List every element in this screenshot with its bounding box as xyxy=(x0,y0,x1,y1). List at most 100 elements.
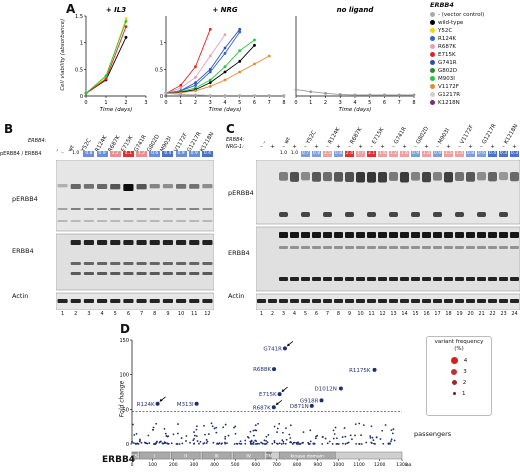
passenger-point xyxy=(362,424,365,427)
x-tick-label: 600 xyxy=(252,462,261,468)
blot-band xyxy=(455,172,464,182)
ratio-cell: 1.4 xyxy=(422,151,431,157)
passenger-point xyxy=(217,443,220,445)
nrg-cell: + xyxy=(468,144,473,150)
blot-band xyxy=(444,172,453,183)
legend-marker xyxy=(430,28,435,33)
data-point xyxy=(253,38,256,42)
nrg-cell: – xyxy=(480,144,483,150)
blot-band xyxy=(136,208,147,210)
blot-band xyxy=(290,277,299,281)
passenger-point xyxy=(238,442,241,445)
blot-band xyxy=(57,299,68,303)
data-point xyxy=(253,62,256,66)
passenger-point xyxy=(210,422,213,425)
data-point xyxy=(208,54,212,58)
variant-label: G741R xyxy=(263,346,282,352)
blot-band xyxy=(123,208,134,210)
data-point xyxy=(223,51,227,55)
blot-band xyxy=(123,272,134,275)
panel-d-chart: 0 50 100 150 G741R R688K R1175K D1012N E715K G918… xyxy=(119,338,411,468)
variant-label: D1012N xyxy=(315,387,337,393)
passenger-point xyxy=(254,443,257,445)
blot-band xyxy=(422,246,431,249)
panel-c-blots xyxy=(256,160,520,310)
blot-band xyxy=(334,172,343,182)
blot-band xyxy=(433,299,442,303)
passenger-point xyxy=(263,439,266,442)
data-point xyxy=(238,49,242,53)
passenger-point xyxy=(289,437,292,439)
blot-band xyxy=(422,299,431,303)
blot-band xyxy=(279,277,288,281)
ratio-cell: 1.0 xyxy=(279,151,288,157)
blot-band xyxy=(455,232,464,238)
panel-b-header-label: ERBB4: xyxy=(28,138,47,144)
passenger-point xyxy=(233,443,236,445)
frequency-legend-item: 4 xyxy=(431,355,487,366)
lane-number: 17 xyxy=(434,311,441,317)
passenger-point xyxy=(164,442,166,445)
blot-band xyxy=(499,232,508,238)
blot-band xyxy=(57,184,68,188)
data-point xyxy=(338,93,342,96)
variant-point xyxy=(271,405,276,410)
domain-box xyxy=(131,451,138,460)
panel-c-nrg-row: – + – + – + – + – + – + – + – + – + – + – + – + xyxy=(256,144,520,150)
variant-label: G918R xyxy=(300,398,319,404)
passenger-point xyxy=(215,426,218,429)
legend-label: M903I xyxy=(438,75,455,82)
passenger-point xyxy=(146,442,149,445)
blot-band xyxy=(499,246,508,249)
blot-band xyxy=(389,277,398,281)
ratio-cell: 4.1 xyxy=(122,151,134,157)
blot-band xyxy=(149,299,160,303)
passenger-point xyxy=(156,440,158,443)
x-axis-label: Time (days) xyxy=(100,107,133,113)
lane-header: E715K xyxy=(371,127,386,146)
data-point xyxy=(124,19,128,23)
passenger-point xyxy=(355,442,358,445)
blot-band xyxy=(97,220,108,222)
lane-number: 1 xyxy=(60,311,65,317)
passenger-point xyxy=(392,428,395,431)
passenger-point xyxy=(336,442,339,445)
blot-band xyxy=(301,299,310,303)
passenger-point xyxy=(135,432,138,435)
blot-band xyxy=(189,240,200,245)
passenger-point xyxy=(321,436,324,438)
data-point xyxy=(253,43,256,47)
panel-b-blot-label-erbb4: ERBB4 xyxy=(12,247,34,255)
passenger-point xyxy=(239,440,242,443)
blot-band xyxy=(323,277,332,281)
passenger-point xyxy=(166,442,168,445)
nrg-cell: – xyxy=(260,144,263,150)
panel-c: ERBB4: NRG-1: – wt Y52C R124K R687K E715K G741… xyxy=(222,123,520,317)
passenger-point xyxy=(334,426,337,429)
passenger-point xyxy=(372,439,375,442)
nrg-cell: – xyxy=(502,144,505,150)
x-tick-label: 8 xyxy=(282,100,285,106)
passenger-point xyxy=(258,442,260,445)
passenger-point xyxy=(261,442,264,445)
lane-number: 2 xyxy=(74,311,78,317)
passenger-point xyxy=(381,429,384,432)
passenger-point xyxy=(155,422,158,425)
passenger-point xyxy=(351,438,353,441)
blot-band xyxy=(202,184,213,189)
blot-band xyxy=(345,299,354,303)
passenger-point xyxy=(299,442,302,445)
blot-band xyxy=(323,232,332,238)
data-point xyxy=(208,67,212,71)
chart-subtitle: + NRG xyxy=(212,6,238,14)
blot-band xyxy=(345,246,354,249)
passenger-point xyxy=(278,442,281,445)
passenger-point xyxy=(207,433,210,435)
blot-band xyxy=(123,262,134,265)
panel-c-header-erbb4: ERBB4: xyxy=(226,137,245,143)
x-tick-label: 1000 xyxy=(333,462,345,468)
passenger-point xyxy=(249,430,252,433)
blot-band xyxy=(477,246,486,249)
blot-band xyxy=(356,246,365,249)
ratio-cell: 1.0 xyxy=(290,151,299,157)
